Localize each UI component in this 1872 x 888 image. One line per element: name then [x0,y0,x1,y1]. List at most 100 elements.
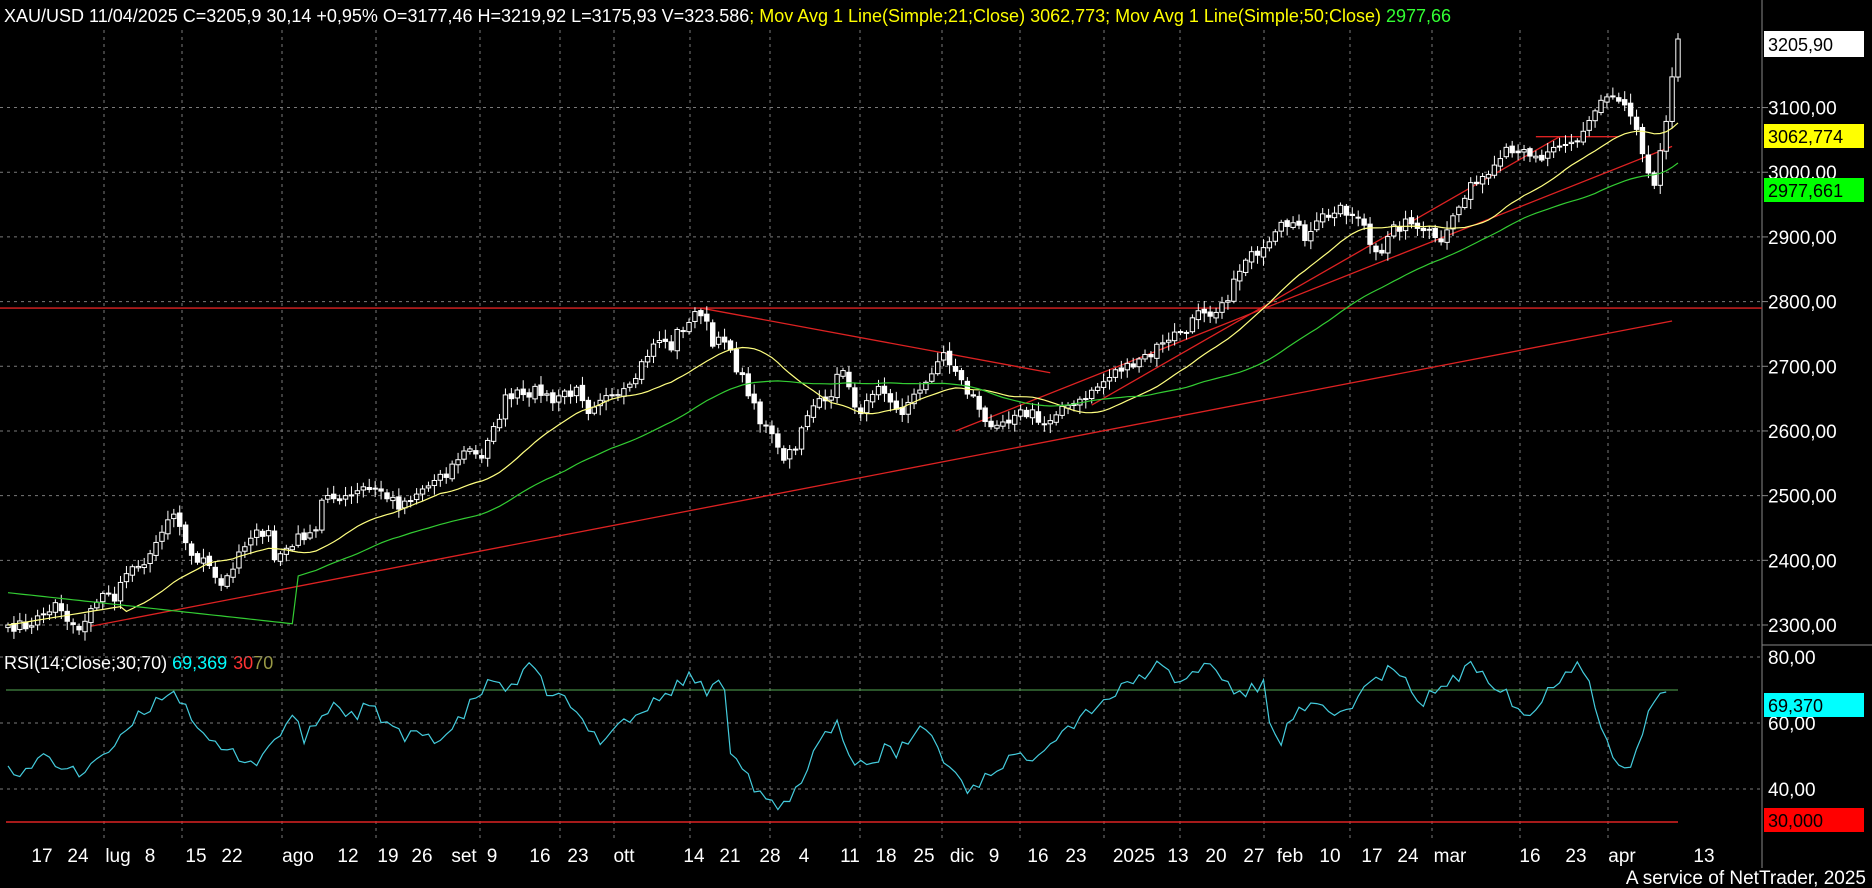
candle [1112,367,1119,382]
candle-body [1497,158,1504,167]
candle [739,367,746,383]
x-tick-label: 16 [529,846,550,867]
candle [490,422,497,445]
candle-body [810,405,817,418]
candle [1035,402,1042,425]
candle [1562,135,1569,153]
candle-body [248,537,254,546]
candle [1136,356,1142,373]
candle [787,445,793,469]
candle-body [1675,38,1681,78]
candle [1598,94,1604,116]
candle-body [1136,358,1142,368]
candle-body [1047,420,1053,425]
x-tick-label: 4 [799,846,810,867]
candle [929,367,935,384]
candle [1290,216,1296,230]
candle [1391,220,1397,239]
y-tick-label: 2800,00 [1768,293,1837,314]
candle-body [544,393,550,396]
candle [271,525,278,563]
candle-body [1509,145,1515,154]
long-support-trendline [90,320,1673,627]
candle [1438,230,1444,246]
candle [627,381,633,392]
candle [1468,177,1474,209]
candle [484,437,491,467]
candle [1539,149,1545,163]
candle-body [1231,278,1237,302]
candle [1130,357,1136,370]
candle-body [834,373,840,399]
candle [46,604,53,621]
candle-body [1254,250,1261,256]
x-tick-label: dic [950,846,974,867]
candle-body [283,547,290,555]
candle-body [964,380,971,395]
candle-body [1639,127,1646,155]
candle-body [751,393,757,404]
ma50-badge: 2977,661 [1764,178,1864,202]
candle-body [863,400,870,414]
candle [899,398,905,422]
x-tick-label: 17 [1361,846,1382,867]
x-tick-label: apr [1608,846,1636,867]
candle-body [1106,377,1113,382]
y-tick-label: 2900,00 [1768,228,1837,249]
candle-body [1562,143,1569,146]
candle [1296,214,1302,230]
candle [508,388,515,408]
candle [419,485,426,502]
candle-body [1456,206,1462,216]
candle-body [792,448,799,451]
candle [1473,175,1480,186]
candle [1302,220,1308,247]
candle [976,391,982,418]
candle-body [372,487,378,490]
candle-body [1355,216,1361,219]
price-badge: 3205,90 [1764,31,1864,57]
candle-body [970,394,976,397]
candle [1183,330,1190,340]
candle [455,452,461,474]
candle-body [1142,353,1148,360]
candle [1059,401,1065,419]
candle [733,341,740,375]
x-tick-label: 14 [683,846,705,867]
candle-body [70,622,76,625]
candle-body [929,373,935,382]
candle [1213,307,1219,324]
candle [1663,115,1669,160]
rsi-low-badge-text: 30,000 [1768,811,1823,831]
candle [5,622,11,633]
candle [206,552,213,569]
candle [710,319,716,349]
x-tick-label: 21 [719,846,740,867]
candle-body [662,338,669,342]
candle [449,460,455,482]
candle [1284,218,1290,236]
candle [159,525,165,550]
candle [1462,194,1468,210]
candle-body [627,383,633,388]
candle-body [1645,154,1652,174]
candle-body [633,378,639,385]
candle [715,331,722,349]
candle [1047,414,1053,434]
candle-body [1148,353,1154,358]
candle-body [425,485,432,489]
candle-body [1177,331,1184,334]
candle [1260,239,1267,266]
candle [171,508,177,528]
candle-body [5,624,11,629]
candle-body [1396,225,1403,232]
candle [704,306,710,331]
moving-averages [7,122,1679,626]
candle-body [579,384,586,402]
candle-body [413,493,420,501]
candle [1396,221,1403,241]
candle [1148,351,1154,363]
candle-body [1420,227,1427,232]
candle [123,565,130,589]
candle [360,482,367,498]
